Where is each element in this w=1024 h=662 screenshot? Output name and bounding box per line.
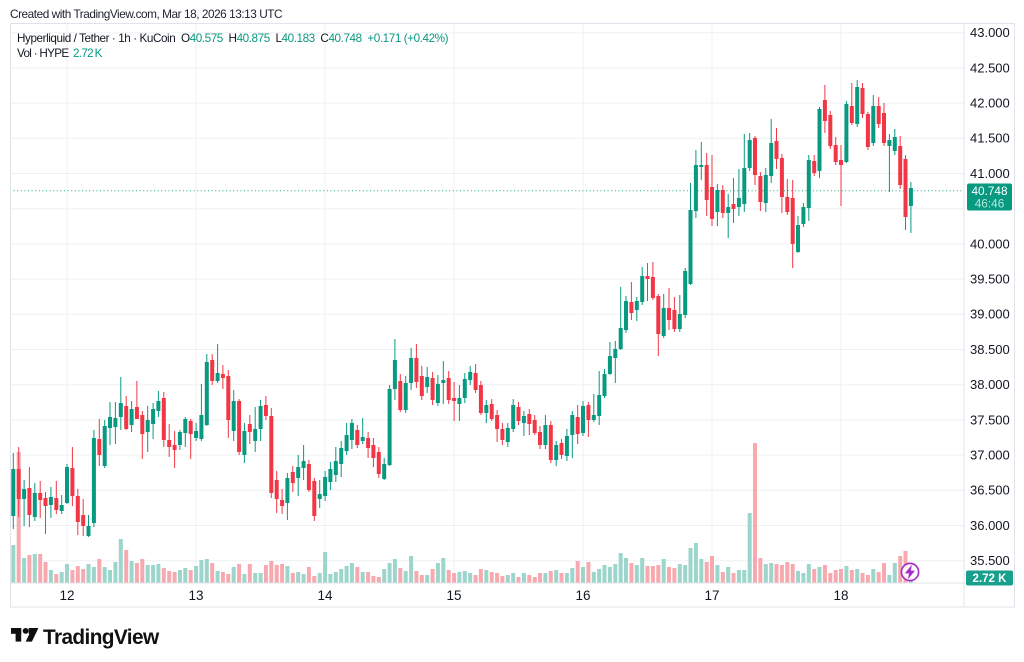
svg-text:38.000: 38.000: [970, 377, 1010, 392]
svg-text:35.500: 35.500: [970, 553, 1010, 568]
svg-text:16: 16: [575, 588, 590, 603]
svg-text:2.72 K: 2.72 K: [973, 573, 1008, 585]
svg-text:40.000: 40.000: [970, 236, 1010, 251]
svg-text:12: 12: [59, 588, 74, 603]
svg-text:46:46: 46:46: [975, 197, 1005, 211]
svg-text:41.000: 41.000: [970, 166, 1010, 181]
svg-text:36.000: 36.000: [970, 518, 1010, 533]
svg-text:39.000: 39.000: [970, 307, 1010, 322]
svg-text:37.500: 37.500: [970, 412, 1010, 427]
svg-text:39.500: 39.500: [970, 272, 1010, 287]
svg-text:17: 17: [704, 588, 719, 603]
svg-text:15: 15: [446, 588, 461, 603]
svg-text:42.500: 42.500: [970, 60, 1010, 75]
svg-text:36.500: 36.500: [970, 483, 1010, 498]
svg-text:14: 14: [317, 588, 333, 603]
svg-text:41.500: 41.500: [970, 131, 1010, 146]
svg-text:40.748: 40.748: [971, 184, 1008, 198]
svg-text:43.000: 43.000: [970, 25, 1010, 40]
svg-text:18: 18: [833, 588, 848, 603]
svg-text:13: 13: [188, 588, 203, 603]
svg-text:42.000: 42.000: [970, 96, 1010, 111]
svg-text:37.000: 37.000: [970, 448, 1010, 463]
svg-text:38.500: 38.500: [970, 342, 1010, 357]
